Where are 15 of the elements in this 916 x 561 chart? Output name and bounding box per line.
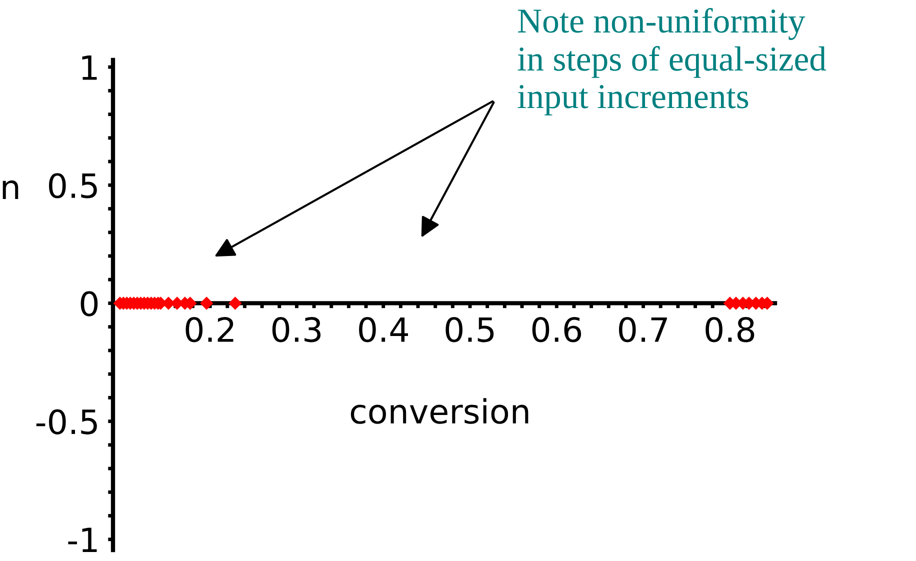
y-tick-label: 0 xyxy=(80,291,98,316)
annotation: Note non-uniformity in steps of equal-sized input increments xyxy=(518,8,826,116)
y-tick-label: 1 xyxy=(82,55,97,80)
y-tick-label: -0.5 xyxy=(36,409,97,434)
y-tick-label: 0.5 xyxy=(48,173,97,198)
x-tick-label: 0.7 xyxy=(618,317,667,342)
y-axis-title: n xyxy=(2,180,18,200)
x-tick-label: 0.5 xyxy=(446,317,494,342)
x-tick-label: 0.6 xyxy=(532,317,582,342)
x-tick-label: 0.3 xyxy=(272,317,321,342)
x-axis-title: conversion xyxy=(350,398,528,424)
x-tick-label: 0.2 xyxy=(186,317,234,342)
y-tick-label: -1 xyxy=(68,528,97,552)
x-tick-label: 0.8 xyxy=(706,317,754,342)
x-tick-label: 0.4 xyxy=(359,317,408,342)
